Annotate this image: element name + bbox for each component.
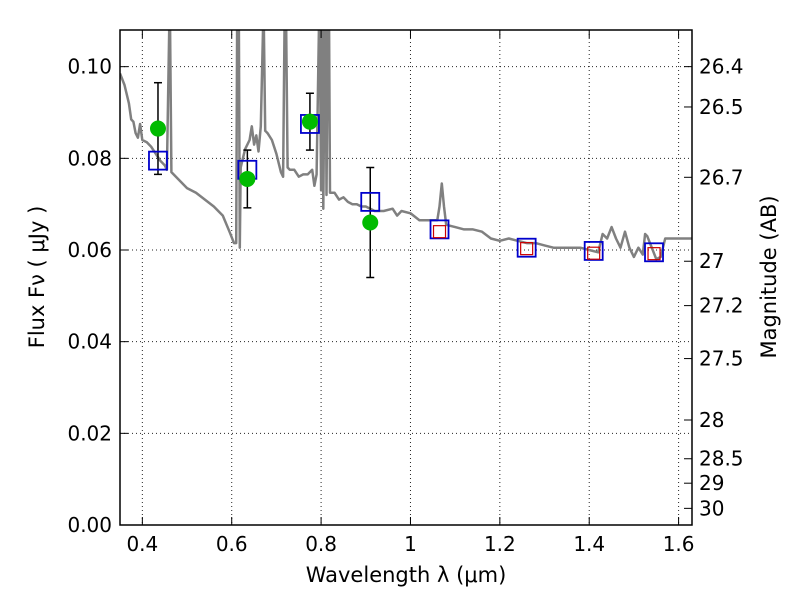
observed-point <box>301 113 318 130</box>
mag-tick-label: 26.4 <box>699 55 744 79</box>
mag-tick-label: 28.5 <box>699 447 744 471</box>
axes: 0.4 0.6 0.8 1 1.2 1.4 1.6 0.00 0.02 0.04 0.06 0.08 0… <box>67 30 744 556</box>
y-tick-label: 0.02 <box>67 421 112 445</box>
y-tick-label: 0.00 <box>67 513 112 537</box>
y-tick-label: 0.08 <box>67 146 112 170</box>
y-tick-label: 0.06 <box>67 238 112 262</box>
y-tick-label: 0.04 <box>67 330 112 354</box>
predicted-photometry-box <box>587 246 601 260</box>
observed-point <box>239 170 256 187</box>
plot-frame <box>119 29 693 526</box>
model-photometry-box <box>148 150 168 171</box>
mag-tick-label: 30 <box>699 496 724 520</box>
mag-tick-label: 27.5 <box>699 347 744 371</box>
predicted-photometry-box <box>647 247 661 261</box>
model-photometry-box <box>360 191 381 212</box>
right-axis-title: Magnitude (AB) <box>757 195 781 358</box>
observed-point <box>362 214 379 231</box>
mag-tick-label: 26.7 <box>699 165 744 189</box>
grid <box>120 30 692 526</box>
x-tick-label: 0.8 <box>305 532 337 556</box>
plot-area <box>120 30 692 279</box>
mag-tick-label: 29 <box>699 471 724 495</box>
x-tick-label: 1 <box>404 532 417 556</box>
mag-tick-label: 27 <box>699 249 724 273</box>
y-tick-label: 0.10 <box>67 55 112 79</box>
model-photometry-box <box>429 219 450 240</box>
x-tick-label: 1.4 <box>573 532 605 556</box>
predicted-photometry-box <box>432 225 447 239</box>
y-axis-title: Flux Fν ( μJy ) <box>25 206 49 349</box>
x-tick-label: 0.6 <box>216 532 248 556</box>
model-spectrum-line <box>120 30 692 261</box>
mag-tick-label: 28 <box>699 408 724 432</box>
observed-point <box>149 120 166 137</box>
x-tick-label: 1.2 <box>484 532 516 556</box>
x-tick-label: 0.4 <box>126 532 158 556</box>
mag-tick-label: 26.5 <box>699 95 744 119</box>
predicted-photometry-box <box>520 242 534 256</box>
model-photometry-box <box>516 237 537 258</box>
mag-tick-label: 27.2 <box>699 294 744 318</box>
x-axis-title: Wavelength λ (μm) <box>306 563 507 587</box>
x-tick-label: 1.6 <box>663 532 695 556</box>
model-photometry-box <box>644 242 664 263</box>
model-photometry-box <box>583 241 604 261</box>
